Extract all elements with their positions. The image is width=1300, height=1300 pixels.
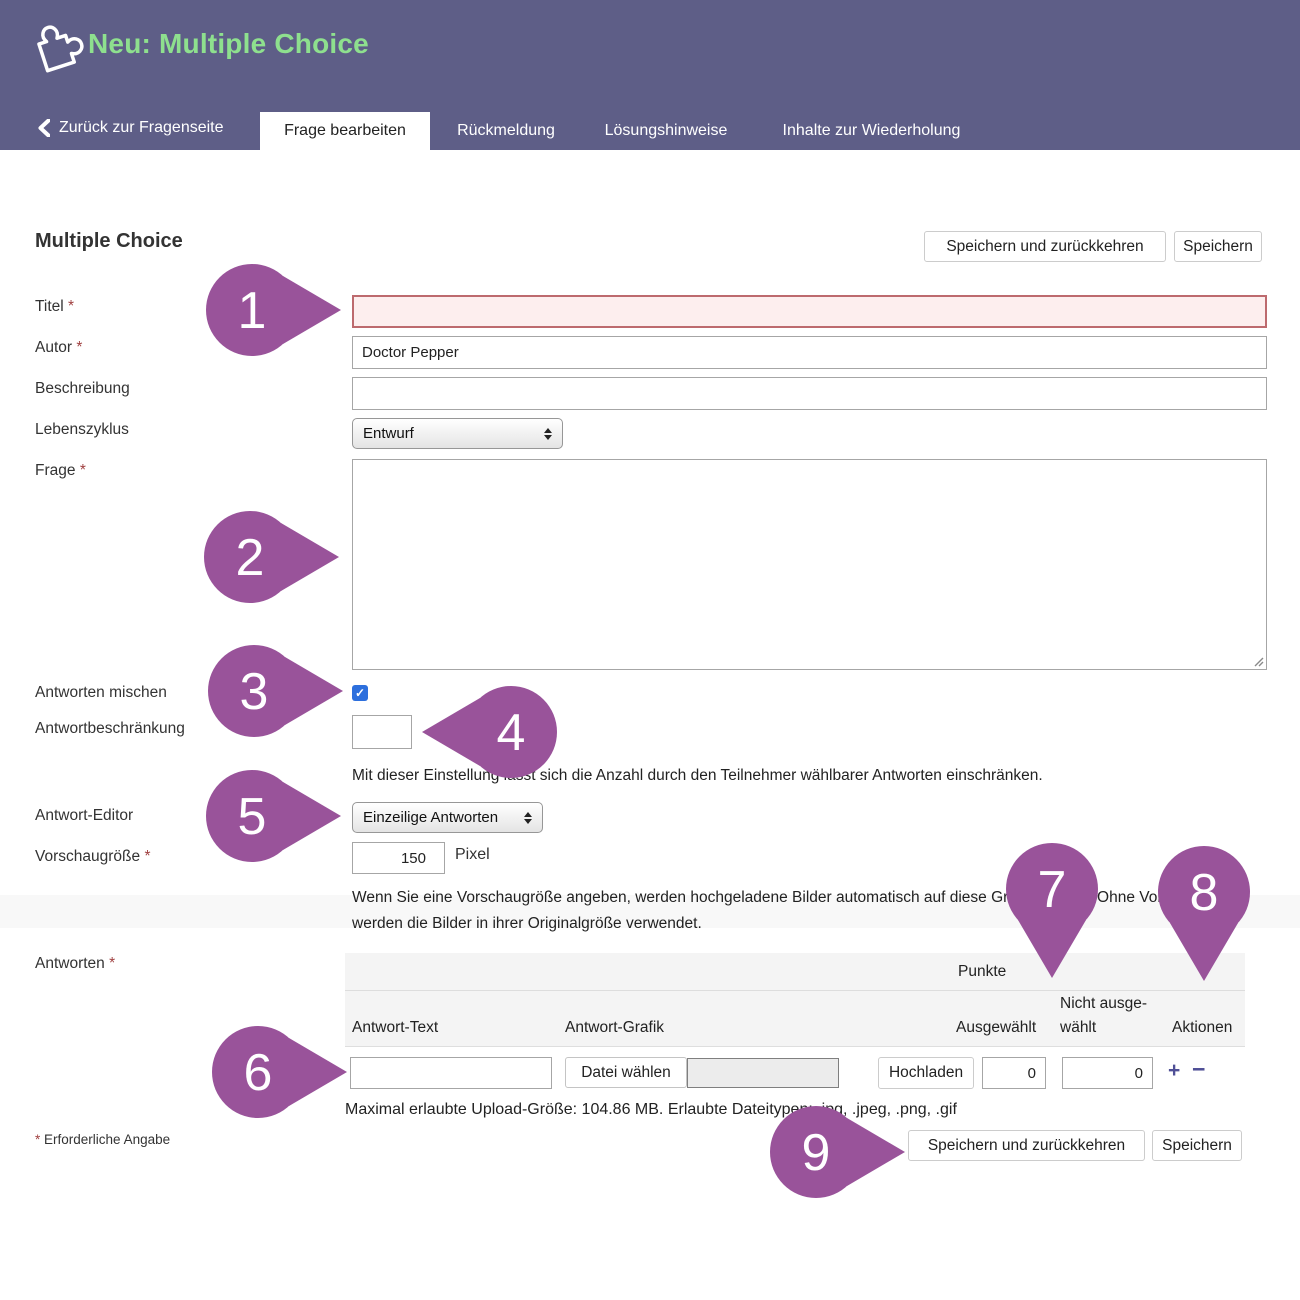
svg-text:3: 3 [240, 663, 269, 721]
antwort-editor-selected-value: Einzeilige Antworten [363, 809, 499, 826]
answers-table-header [345, 953, 1245, 1047]
lebenszyklus-selected-value: Entwurf [363, 425, 414, 442]
select-arrows-icon [510, 811, 532, 824]
points-group-header: Punkte [958, 963, 1007, 980]
annotation-marker-3: 3 [207, 644, 343, 738]
tab-inhalte-zur-wiederholung[interactable]: Inhalte zur Wiederholung [782, 122, 961, 139]
column-header-aktionen: Aktionen [1172, 1019, 1233, 1036]
unselected-points-input[interactable] [1062, 1057, 1153, 1089]
puzzle-icon [37, 25, 84, 73]
annotation-marker-4: 4 [422, 685, 558, 779]
vorschaugroesse-unit-label: Pixel [455, 846, 490, 863]
save-button-top[interactable]: Speichern [1174, 231, 1262, 262]
table-header-divider [345, 990, 1245, 991]
tab-loesungshinweise[interactable]: Lösungshinweise [604, 122, 728, 139]
svg-text:7: 7 [1038, 861, 1067, 919]
autor-input[interactable] [352, 336, 1267, 369]
required-asterisk: * [79, 462, 86, 479]
tab-rueckmeldung[interactable]: Rückmeldung [457, 122, 555, 139]
column-header-nicht-ausgewaehlt: Nicht ausge-wählt [1060, 995, 1148, 1036]
required-asterisk: * [68, 298, 75, 315]
add-answer-icon[interactable]: + [1168, 1059, 1181, 1082]
svg-text:5: 5 [238, 788, 267, 846]
annotation-marker-7: 7 [1005, 842, 1099, 978]
beschreibung-input[interactable] [352, 377, 1267, 410]
titel-label: Titel * [35, 298, 75, 315]
back-link-label: Zurück zur Fragenseite [59, 119, 224, 136]
column-header-antwort-text: Antwort-Text [352, 1019, 439, 1036]
lebenszyklus-select[interactable]: Entwurf [352, 418, 563, 449]
column-header-ausgewaehlt: Ausgewählt [956, 1019, 1037, 1036]
save-and-return-button-top[interactable]: Speichern und zurückkehren [924, 231, 1166, 262]
frage-label: Frage * [35, 462, 86, 479]
save-button-bottom[interactable]: Speichern [1152, 1130, 1242, 1161]
chevron-left-icon [38, 119, 50, 137]
vorschaugroesse-input[interactable] [352, 842, 445, 874]
column-header-antwort-grafik: Antwort-Grafik [565, 1019, 665, 1036]
file-name-field [687, 1058, 839, 1088]
lebenszyklus-label: Lebenszyklus [35, 421, 129, 438]
autor-label: Autor * [35, 339, 83, 356]
annotation-marker-2: 2 [203, 510, 339, 604]
app-header: Neu: Multiple Choice Zurück zur Fragense… [0, 0, 1300, 150]
back-to-question-page-link[interactable]: Zurück zur Fragenseite [38, 119, 224, 137]
annotation-marker-6: 6 [211, 1025, 347, 1119]
required-asterisk: * [76, 339, 83, 356]
answer-text-input[interactable] [350, 1057, 552, 1089]
page-title: Multiple Choice [35, 230, 183, 252]
svg-text:6: 6 [244, 1044, 273, 1102]
required-note: * Erforderliche Angabe [35, 1132, 171, 1147]
remove-answer-icon[interactable]: − [1192, 1056, 1206, 1082]
svg-text:9: 9 [802, 1124, 831, 1182]
selected-points-input[interactable] [982, 1057, 1046, 1089]
svg-text:4: 4 [497, 704, 526, 762]
required-asterisk: * [109, 955, 116, 972]
antwort-editor-select[interactable]: Einzeilige Antworten [352, 802, 543, 833]
vorschaugroesse-label: Vorschaugröße * [35, 848, 151, 865]
antworten-mischen-checkbox[interactable]: ✓ [352, 685, 368, 701]
select-arrows-icon [530, 427, 552, 440]
tab-frage-bearbeiten[interactable]: Frage bearbeiten [260, 112, 430, 150]
svg-text:1: 1 [238, 282, 267, 340]
annotation-marker-5: 5 [205, 769, 341, 863]
vorschaugroesse-help: Wenn Sie eine Vorschaugröße angeben, wer… [352, 889, 1245, 932]
save-and-return-button-bottom[interactable]: Speichern und zurückkehren [908, 1130, 1145, 1161]
annotation-marker-9: 9 [769, 1105, 905, 1199]
antwortbeschraenkung-input[interactable] [352, 715, 412, 749]
annotation-marker-8: 8 [1157, 845, 1251, 981]
app-title: Neu: Multiple Choice [88, 28, 369, 59]
frage-textarea[interactable] [352, 459, 1267, 670]
upload-button[interactable]: Hochladen [878, 1057, 974, 1089]
svg-text:8: 8 [1190, 864, 1219, 922]
beschreibung-label: Beschreibung [35, 380, 130, 397]
antwort-editor-label: Antwort-Editor [35, 807, 134, 824]
check-icon: ✓ [354, 686, 366, 700]
required-asterisk: * [144, 848, 151, 865]
antwortbeschraenkung-label: Antwortbeschränkung [35, 720, 185, 737]
svg-text:2: 2 [236, 529, 265, 587]
titel-input[interactable] [352, 295, 1267, 328]
resize-handle-icon[interactable] [1252, 655, 1264, 667]
annotation-marker-1: 1 [205, 263, 341, 357]
file-choose-button[interactable]: Datei wählen [565, 1057, 687, 1088]
antworten-mischen-label: Antworten mischen [35, 684, 167, 701]
antworten-label: Antworten * [35, 955, 116, 972]
